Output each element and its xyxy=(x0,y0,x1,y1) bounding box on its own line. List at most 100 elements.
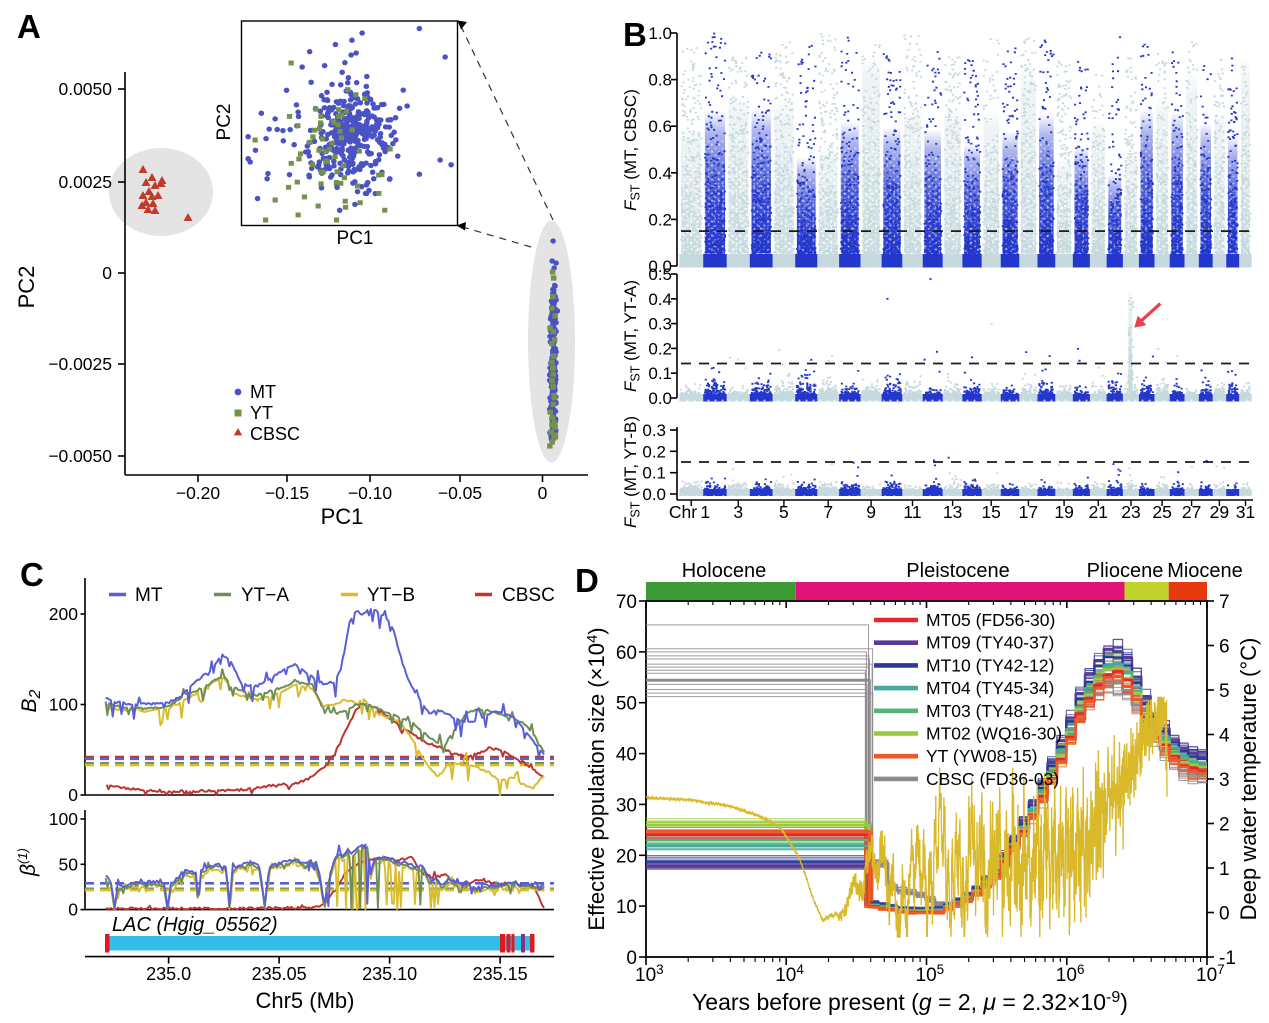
svg-text:CBSC: CBSC xyxy=(250,424,300,444)
svg-text:25: 25 xyxy=(1152,502,1171,522)
svg-text:C: C xyxy=(20,556,44,593)
svg-text:YT−B: YT−B xyxy=(367,585,415,606)
svg-text:6: 6 xyxy=(1219,637,1230,658)
svg-text:5: 5 xyxy=(779,502,789,522)
svg-text:0: 0 xyxy=(626,948,637,969)
svg-text:7: 7 xyxy=(1219,592,1230,613)
svg-text:4: 4 xyxy=(1219,726,1230,747)
svg-text:19: 19 xyxy=(1054,502,1073,522)
svg-text:3: 3 xyxy=(1219,770,1230,791)
svg-text:50: 50 xyxy=(59,854,79,874)
svg-text:0.2: 0.2 xyxy=(642,442,666,461)
svg-text:0: 0 xyxy=(102,263,112,283)
svg-text:0.3: 0.3 xyxy=(648,315,672,334)
svg-text:−0.20: −0.20 xyxy=(176,483,221,503)
svg-text:CBSC (FD36-03): CBSC (FD36-03) xyxy=(926,769,1059,789)
svg-text:31: 31 xyxy=(1236,502,1255,522)
svg-text:A: A xyxy=(17,8,41,45)
svg-text:235.0: 235.0 xyxy=(146,964,191,984)
svg-text:1.0: 1.0 xyxy=(648,24,672,43)
svg-text:17: 17 xyxy=(1019,502,1038,522)
svg-text:0.0050: 0.0050 xyxy=(58,79,112,99)
svg-text:40: 40 xyxy=(616,745,637,766)
svg-text:21: 21 xyxy=(1089,502,1108,522)
svg-text:0: 0 xyxy=(68,900,78,920)
svg-text:1: 1 xyxy=(1219,859,1230,880)
svg-text:29: 29 xyxy=(1210,502,1229,522)
svg-text:0.2: 0.2 xyxy=(648,210,672,229)
svg-text:Chr: Chr xyxy=(669,502,697,522)
svg-text:B: B xyxy=(623,16,647,53)
svg-text:−0.10: −0.10 xyxy=(348,483,393,503)
svg-text:30: 30 xyxy=(616,795,637,816)
svg-text:13: 13 xyxy=(943,502,962,522)
svg-text:0: 0 xyxy=(68,785,78,805)
svg-text:0.0025: 0.0025 xyxy=(58,172,112,192)
svg-text:100: 100 xyxy=(49,695,78,715)
svg-text:FST (MT, YT-B): FST (MT, YT-B) xyxy=(621,416,643,528)
svg-text:Deep water temperature (°C): Deep water temperature (°C) xyxy=(1236,638,1261,921)
svg-text:1: 1 xyxy=(700,502,710,522)
svg-text:Pleistocene: Pleistocene xyxy=(906,560,1009,582)
svg-text:70: 70 xyxy=(616,592,637,613)
svg-text:D: D xyxy=(575,562,599,599)
svg-text:MT: MT xyxy=(250,382,276,402)
svg-text:Miocene: Miocene xyxy=(1167,560,1243,582)
svg-text:15: 15 xyxy=(981,502,1000,522)
svg-text:235.10: 235.10 xyxy=(362,964,417,984)
svg-text:PC1: PC1 xyxy=(337,228,374,249)
svg-text:11: 11 xyxy=(903,502,921,522)
svg-text:-1: -1 xyxy=(1219,948,1236,969)
svg-text:PC2: PC2 xyxy=(214,104,235,141)
svg-text:0: 0 xyxy=(1219,904,1230,925)
svg-text:0.1: 0.1 xyxy=(648,364,672,383)
svg-text:MT03 (TY48-21): MT03 (TY48-21) xyxy=(926,701,1054,721)
svg-text:20: 20 xyxy=(616,846,637,867)
svg-text:MT04 (TY45-34): MT04 (TY45-34) xyxy=(926,678,1054,698)
svg-text:0.5: 0.5 xyxy=(648,265,672,284)
svg-text:200: 200 xyxy=(49,604,78,624)
svg-text:0.8: 0.8 xyxy=(648,71,672,90)
svg-text:CBSC: CBSC xyxy=(502,585,555,606)
svg-text:0.4: 0.4 xyxy=(648,164,672,183)
svg-text:100: 100 xyxy=(49,809,78,829)
svg-text:Holocene: Holocene xyxy=(682,560,767,582)
svg-text:60: 60 xyxy=(616,643,637,664)
svg-text:0.0: 0.0 xyxy=(648,257,672,276)
svg-text:0.0: 0.0 xyxy=(648,389,672,408)
svg-text:FST (MT, YT-A): FST (MT, YT-A) xyxy=(621,280,643,392)
svg-text:2: 2 xyxy=(1219,815,1230,836)
svg-text:PC1: PC1 xyxy=(321,504,364,529)
svg-text:50: 50 xyxy=(616,694,637,715)
svg-text:5: 5 xyxy=(1219,681,1230,702)
svg-text:MT05 (FD56-30): MT05 (FD56-30) xyxy=(926,610,1055,630)
svg-text:27: 27 xyxy=(1182,502,1201,522)
svg-text:−0.15: −0.15 xyxy=(265,483,309,503)
svg-text:0.6: 0.6 xyxy=(648,117,672,136)
svg-text:0: 0 xyxy=(538,483,548,503)
svg-text:MT: MT xyxy=(135,585,163,606)
svg-text:10: 10 xyxy=(616,897,637,918)
svg-text:0.2: 0.2 xyxy=(648,339,672,358)
svg-text:0.1: 0.1 xyxy=(642,464,666,483)
svg-text:Pliocene: Pliocene xyxy=(1087,560,1164,582)
svg-text:PC2: PC2 xyxy=(14,266,39,309)
svg-text:YT−A: YT−A xyxy=(241,585,289,606)
svg-text:235.15: 235.15 xyxy=(473,964,528,984)
svg-text:235.05: 235.05 xyxy=(252,964,307,984)
svg-text:−0.0025: −0.0025 xyxy=(48,354,112,374)
svg-text:MT10 (TY42-12): MT10 (TY42-12) xyxy=(926,655,1054,675)
svg-text:0.3: 0.3 xyxy=(642,421,666,440)
svg-text:Years before present (g = 2, μ: Years before present (g = 2, μ = 2.32×10… xyxy=(692,989,1128,1015)
svg-text:LAC (Hgig_05562): LAC (Hgig_05562) xyxy=(112,914,278,936)
svg-text:MT09 (TY40-37): MT09 (TY40-37) xyxy=(926,633,1054,653)
svg-text:YT (YW08-15): YT (YW08-15) xyxy=(926,746,1038,766)
svg-text:FST (MT, CBSC): FST (MT, CBSC) xyxy=(621,89,643,211)
svg-text:YT: YT xyxy=(250,403,273,423)
svg-text:MT02 (WQ16-30): MT02 (WQ16-30) xyxy=(926,724,1062,744)
svg-text:−0.05: −0.05 xyxy=(438,483,482,503)
svg-text:0.0: 0.0 xyxy=(642,485,666,504)
svg-text:3: 3 xyxy=(733,502,743,522)
svg-text:9: 9 xyxy=(866,502,876,522)
svg-text:0.4: 0.4 xyxy=(648,290,672,309)
